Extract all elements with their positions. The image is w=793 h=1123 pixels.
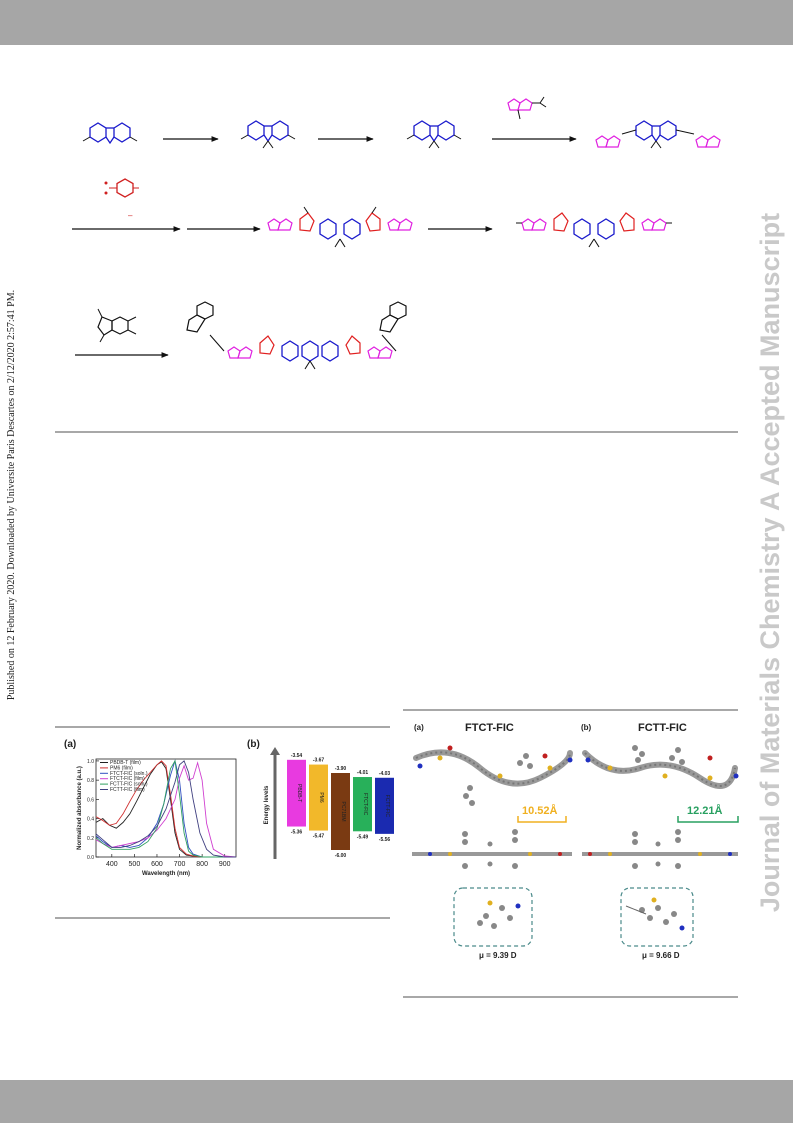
energy-boxes: -3.54 -5.36 PBDB-T -3.67 -5.47 PM6 -3.90 -6.00 P…	[287, 753, 394, 859]
compound-3	[406, 120, 462, 149]
structure-rendering	[412, 745, 739, 947]
compound-4	[595, 120, 721, 149]
bottom-footer-band	[0, 1080, 793, 1123]
legend-entry: PM6 (film)	[110, 765, 133, 771]
divider-fig-bottom-right	[403, 996, 738, 998]
x-tick-label: 600	[151, 861, 163, 868]
top-header-band	[0, 0, 793, 45]
compound-6	[516, 212, 672, 248]
material-label: PBDB-T	[296, 784, 302, 802]
divider-scheme	[55, 431, 738, 433]
lumo-label: -3.54	[291, 753, 303, 759]
series-line	[95, 759, 236, 858]
structure-a-sideview	[412, 829, 572, 869]
series-line	[95, 761, 237, 858]
structure-b-topview	[582, 745, 739, 789]
legend-entry: FTCT-FIC (soln.)	[110, 771, 148, 777]
y-tick-label: 0.6	[87, 797, 94, 803]
dipole-box-a	[453, 887, 533, 947]
compound-2	[240, 120, 296, 149]
dipole-label-a: μ = 9.39 D	[479, 951, 517, 960]
energy-box	[331, 773, 350, 850]
dipole-molecule-a	[477, 900, 521, 929]
structure-b-sideview	[582, 829, 738, 869]
series-line	[95, 760, 236, 858]
absorption-series	[95, 759, 237, 858]
dipole-molecule-b	[625, 897, 685, 931]
absorption-legend: PBDB-T (film)PM6 (film)FTCT-FIC (soln.)F…	[100, 760, 148, 793]
structure-a-topview	[413, 745, 573, 806]
dipole-label-b: μ = 9.66 D	[642, 951, 680, 960]
compound-1	[82, 122, 138, 144]
structure-a-title: FTCT-FIC	[465, 722, 514, 734]
legend-entry: PBDB-T (film)	[110, 760, 141, 766]
absorption-panel-label: (a)	[64, 739, 76, 750]
y-axis-title: Normalized absorbance (a.u.)	[77, 766, 83, 850]
material-label: FTCT-FIC	[362, 793, 368, 816]
material-label: PC71BM	[340, 801, 346, 821]
x-tick-label: 500	[129, 861, 141, 868]
axis-ticks: 400 500 600 700 800 900 0.0 0.2 0.4 0.6 0.8 1.0	[87, 759, 231, 868]
homo-label: -5.47	[313, 834, 325, 840]
plot-frame	[95, 758, 237, 858]
distance-bracket-a	[517, 816, 567, 823]
synthesis-scheme: –	[72, 96, 721, 370]
x-tick-label: 400	[106, 861, 118, 868]
reagent-tosyl	[104, 178, 139, 198]
reagent-thienothiophene	[507, 96, 547, 120]
distance-label-b: 12.21Å	[687, 805, 723, 817]
reagent-indanone	[97, 308, 137, 343]
absorption-chart: (a) 400 500 600 700 800 900 0.0 0.2 0.4 0.6 0.8 1.0…	[64, 739, 237, 877]
material-label: PM6	[318, 792, 324, 803]
energy-level-diagram: (b) Energy levels -3.54-5.36PBDB-T-3.67-…	[247, 739, 394, 859]
distance-label-a: 10.52Å	[522, 805, 558, 817]
homo-label: -5.36	[291, 830, 303, 836]
y-tick-label: 0.2	[87, 836, 94, 842]
y-tick-label: 1.0	[87, 759, 94, 765]
homo-label: -5.49	[357, 834, 369, 840]
legend-entry: FCTT-FIC (soln.)	[110, 782, 148, 788]
y-tick-label: 0.4	[87, 817, 94, 823]
energy-box	[287, 759, 306, 827]
homo-label: -5.56	[379, 837, 391, 843]
energy-box	[375, 777, 394, 834]
compound-5	[267, 206, 413, 248]
energy-axis-label: Energy levels	[264, 785, 270, 824]
energy-box	[309, 764, 328, 831]
final-product	[186, 301, 407, 370]
x-tick-label: 900	[219, 861, 231, 868]
y-tick-label: 0.8	[87, 778, 94, 784]
y-tick-label: 0.0	[87, 855, 94, 861]
structure-a-label: (a)	[414, 723, 424, 732]
x-axis-title: Wavelength (nm)	[142, 871, 190, 877]
legend-entry: FCTT-FIC (film)	[110, 787, 145, 793]
lumo-label: -3.67	[313, 758, 325, 764]
lumo-label: -3.90	[335, 766, 347, 772]
material-label: FCTT-FIC	[384, 795, 390, 818]
structure-b-label: (b)	[581, 723, 592, 732]
divider-fig-bottom-left	[55, 917, 390, 919]
lumo-label: -4.01	[357, 770, 369, 776]
x-tick-label: 800	[196, 861, 208, 868]
divider-fig-top-right	[403, 709, 738, 711]
x-tick-label: 700	[174, 861, 186, 868]
reagent-mark: –	[128, 211, 133, 220]
divider-fig-top-left	[55, 726, 390, 728]
energy-panel-label: (b)	[247, 739, 260, 750]
legend-entry: FTCT-FIC (film)	[110, 776, 145, 782]
dipole-box-b	[620, 887, 694, 947]
energy-box	[353, 777, 372, 832]
distance-bracket-b	[677, 816, 739, 823]
structure-b-title: FCTT-FIC	[638, 722, 687, 734]
homo-label: -6.00	[335, 853, 347, 859]
lumo-label: -4.03	[379, 771, 391, 777]
